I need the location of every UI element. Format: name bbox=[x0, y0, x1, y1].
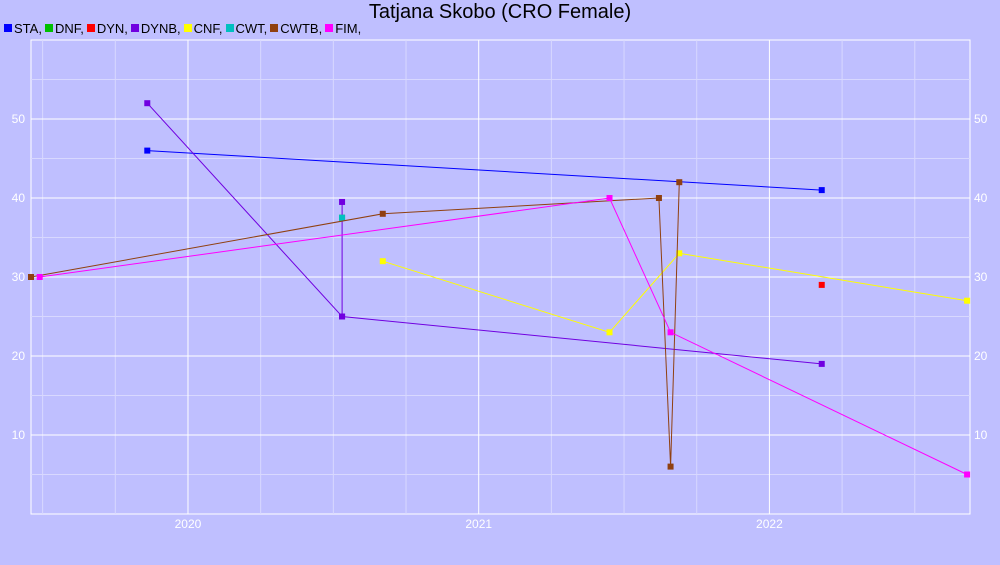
data-point-cnf bbox=[964, 297, 971, 304]
legend-item-dnf: DNF, bbox=[44, 20, 84, 36]
legend-item-dynb: DYNB, bbox=[130, 20, 181, 36]
x-tick-label: 2022 bbox=[756, 517, 783, 531]
legend-item-cnf: CNF, bbox=[183, 20, 223, 36]
series-line-cwtb bbox=[30, 182, 680, 467]
legend-swatch-fim bbox=[325, 24, 334, 32]
legend-label-dyn: DYN, bbox=[96, 20, 128, 36]
legend-swatch-dyn bbox=[86, 24, 95, 32]
y-tick-label-right: 10 bbox=[974, 428, 988, 442]
legend-label-cwtb: CWTB, bbox=[280, 20, 323, 36]
legend-item-sta: STA, bbox=[4, 21, 42, 36]
series-line-fim bbox=[39, 197, 968, 475]
y-tick-label-right: 40 bbox=[974, 191, 988, 205]
data-point-cwtb bbox=[28, 274, 34, 280]
data-point-fim bbox=[606, 195, 613, 201]
data-point-dynb bbox=[339, 313, 346, 320]
legend-swatch-cwt bbox=[225, 24, 234, 32]
data-point-cnf bbox=[379, 258, 386, 265]
data-point-dyn bbox=[818, 281, 825, 288]
legend-swatch-sta bbox=[4, 24, 12, 32]
data-point-fim bbox=[667, 329, 674, 336]
data-point-dynb bbox=[818, 360, 825, 367]
legend-swatch-cnf bbox=[183, 24, 192, 32]
legend-label-dnf: DNF, bbox=[54, 20, 84, 36]
y-tick-label-left: 10 bbox=[12, 428, 26, 442]
series-line-dynb bbox=[146, 102, 822, 365]
legend-label-sta: STA, bbox=[14, 20, 42, 36]
x-tick-label: 2020 bbox=[175, 517, 202, 531]
data-point-fim bbox=[36, 274, 43, 280]
y-tick-label-left: 50 bbox=[12, 112, 26, 126]
legend-swatch-dynb bbox=[130, 24, 139, 32]
legend-label-dynb: DYNB, bbox=[140, 20, 181, 36]
data-point-dynb bbox=[339, 198, 346, 205]
data-point-dynb bbox=[144, 100, 151, 107]
data-point-cwt bbox=[339, 214, 346, 221]
y-tick-label-left: 20 bbox=[12, 349, 26, 363]
data-point-cwtb bbox=[667, 463, 674, 470]
data-point-fim bbox=[964, 471, 971, 478]
y-tick-label-right: 30 bbox=[974, 270, 988, 284]
legend-label-cnf: CNF, bbox=[193, 20, 223, 36]
chart-title: Tatjana Skobo (CRO Female) bbox=[368, 1, 632, 23]
data-point-sta bbox=[144, 147, 151, 154]
legend-item-cwt: CWT, bbox=[225, 20, 268, 36]
legend-item-dyn: DYN, bbox=[86, 20, 128, 36]
legend: STA, DNF, DYN, DYNB, CNF, CWT, CWTB, FIM, bbox=[4, 20, 364, 36]
series-line-sta bbox=[147, 150, 822, 191]
legend-item-cwtb: CWTB, bbox=[270, 21, 322, 36]
y-tick-label-left: 40 bbox=[12, 191, 26, 205]
legend-swatch-cwtb bbox=[270, 24, 279, 32]
data-point-cnf bbox=[606, 329, 613, 336]
data-point-cwtb bbox=[676, 179, 683, 186]
legend-label-cwt: CWT, bbox=[235, 20, 268, 36]
data-point-cwtb bbox=[379, 210, 386, 217]
data-point-cwtb bbox=[655, 195, 662, 201]
data-point-sta bbox=[818, 187, 825, 194]
legend-label-fim: FIM, bbox=[335, 20, 362, 36]
y-tick-label-right: 50 bbox=[974, 112, 988, 126]
series-line-cnf bbox=[382, 252, 968, 333]
legend-swatch-dnf bbox=[44, 24, 53, 32]
data-point-cnf bbox=[676, 250, 683, 257]
legend-item-fim: FIM, bbox=[325, 21, 361, 36]
y-tick-label-right: 20 bbox=[974, 349, 988, 363]
x-tick-label: 2021 bbox=[465, 517, 492, 531]
y-tick-label-left: 30 bbox=[12, 270, 26, 284]
